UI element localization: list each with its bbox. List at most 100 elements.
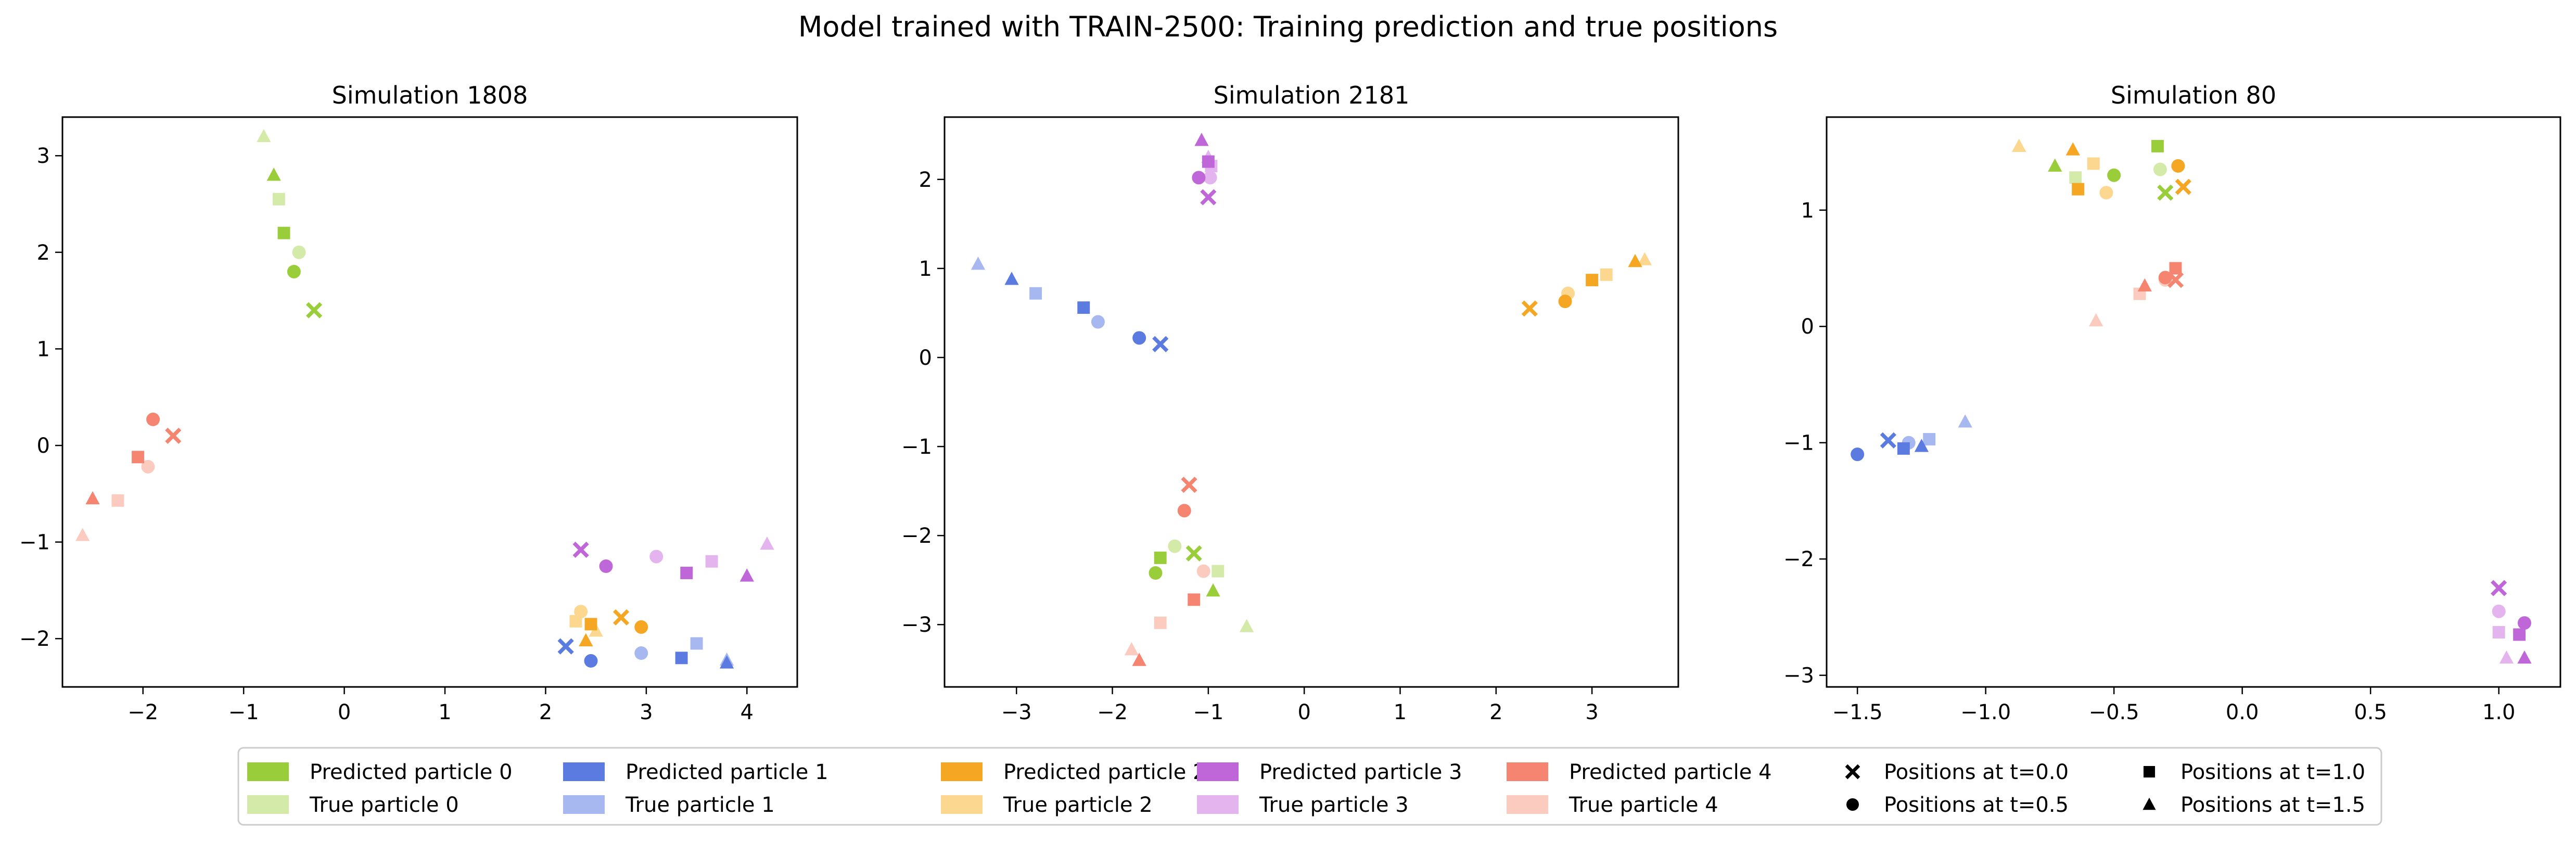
predicted-particle-4-point xyxy=(1177,504,1191,518)
true-particle-0-point xyxy=(1212,565,1225,578)
legend-label-true-3: True particle 3 xyxy=(1259,793,1409,817)
predicted-particle-2-point xyxy=(2171,159,2185,173)
predicted-particle-4-point xyxy=(2137,278,2152,292)
x-tick-label: −0.5 xyxy=(2089,700,2139,724)
predicted-particle-3-point xyxy=(739,568,754,582)
x-tick-label: 4 xyxy=(741,700,754,724)
y-tick-label: 0 xyxy=(1801,315,1814,339)
legend-circle-icon xyxy=(1846,798,1859,811)
predicted-particle-4-point xyxy=(2158,271,2172,285)
legend-label-true-0: True particle 0 xyxy=(309,793,459,817)
subplot-title: Simulation 80 xyxy=(2111,81,2276,109)
predicted-particle-0-point xyxy=(2151,139,2164,152)
y-tick-label: −2 xyxy=(901,524,932,548)
true-particle-1-point xyxy=(690,637,703,650)
x-tick-label: −1.5 xyxy=(1832,700,1883,724)
predicted-particle-4-point xyxy=(2169,262,2182,275)
x-tick-label: 2 xyxy=(539,700,552,724)
y-tick-label: 1 xyxy=(37,337,50,361)
true-particle-4-point xyxy=(2089,313,2103,327)
x-tick-label: 3 xyxy=(1585,700,1598,724)
legend-label-predicted-0: Predicted particle 0 xyxy=(310,760,513,784)
y-tick-label: −2 xyxy=(19,627,50,651)
true-particle-0-point xyxy=(2069,171,2082,184)
legend-swatch-true-0 xyxy=(247,795,289,814)
axes-frame xyxy=(61,116,798,688)
predicted-particle-1-point xyxy=(675,652,688,665)
x-tick-label: 0.0 xyxy=(2226,700,2259,724)
true-particle-2-point xyxy=(1600,268,1613,281)
true-particle-4-point xyxy=(141,460,155,474)
predicted-particle-2-point xyxy=(1558,295,1572,309)
predicted-particle-2-point xyxy=(579,633,593,646)
true-particle-1-point xyxy=(1923,433,1936,445)
true-particle-4-point xyxy=(1124,642,1139,656)
y-tick-label: −2 xyxy=(1783,547,1814,571)
x-tick-label: 3 xyxy=(640,700,653,724)
predicted-particle-4-point xyxy=(146,412,160,426)
legend-swatch-predicted-1 xyxy=(563,762,605,781)
predicted-particle-0-point xyxy=(287,264,301,278)
true-particle-3-point xyxy=(1203,171,1217,185)
legend-label-predicted-3: Predicted particle 3 xyxy=(1259,760,1462,784)
legend-label-predicted-2: Predicted particle 2 xyxy=(1003,760,1206,784)
true-particle-4-point xyxy=(111,494,124,507)
predicted-particle-1-point xyxy=(1851,448,1865,462)
legend-label-time-1: Positions at t=0.5 xyxy=(1884,793,2069,817)
true-particle-0-point xyxy=(257,129,271,143)
predicted-particle-3-point xyxy=(2517,616,2531,630)
legend-label-time-2: Positions at t=1.0 xyxy=(2180,760,2365,784)
predicted-particle-1-point xyxy=(557,638,574,655)
y-tick-label: 0 xyxy=(37,434,50,458)
predicted-particle-1-point xyxy=(1132,331,1146,345)
predicted-particle-4-point xyxy=(132,451,145,464)
predicted-particle-3-point xyxy=(2513,628,2526,641)
x-tick-label: −1.0 xyxy=(1960,700,2011,724)
true-particle-1-point xyxy=(634,646,648,660)
true-particle-2-point xyxy=(2012,138,2026,152)
true-particle-3-point xyxy=(760,537,774,550)
x-tick-label: 0 xyxy=(338,700,351,724)
axes-frame xyxy=(943,116,1679,688)
predicted-particle-2-point xyxy=(634,620,648,634)
x-tick-label: 1 xyxy=(438,700,451,724)
predicted-particle-2-point xyxy=(2072,183,2085,196)
y-tick-label: −1 xyxy=(901,435,932,459)
legend-swatch-true-2 xyxy=(941,795,983,814)
true-particle-0-point xyxy=(292,245,306,259)
legend-label-predicted-4: Predicted particle 4 xyxy=(1569,760,1772,784)
true-particle-1-point xyxy=(971,257,986,270)
legend-label-true-1: True particle 1 xyxy=(625,793,775,817)
y-tick-label: 3 xyxy=(37,144,50,168)
predicted-particle-4-point xyxy=(85,491,100,505)
x-tick-label: −1 xyxy=(1193,700,1223,724)
predicted-particle-0-point xyxy=(266,168,281,181)
y-tick-label: 1 xyxy=(919,257,932,281)
legend-label-predicted-1: Predicted particle 1 xyxy=(626,760,828,784)
predicted-particle-1-point xyxy=(719,655,734,669)
x-tick-label: 0.5 xyxy=(2354,700,2387,724)
predicted-particle-1-point xyxy=(1077,301,1090,314)
legend-swatch-predicted-3 xyxy=(1197,762,1239,781)
x-tick-label: −2 xyxy=(1097,700,1128,724)
predicted-particle-0-point xyxy=(277,226,290,239)
x-tick-label: −2 xyxy=(127,700,158,724)
legend-x-icon xyxy=(1845,764,1860,780)
predicted-particle-2-point xyxy=(613,609,630,626)
subplot-title: Simulation 2181 xyxy=(1214,81,1410,109)
true-particle-3-point xyxy=(2492,604,2506,618)
predicted-particle-2-point xyxy=(2175,178,2191,195)
x-tick-label: 0 xyxy=(1297,700,1310,724)
true-particle-3-point xyxy=(705,555,718,568)
legend-swatch-predicted-2 xyxy=(941,762,983,781)
subplot-title: Simulation 1808 xyxy=(332,81,528,109)
true-particle-2-point xyxy=(2099,186,2113,200)
legend-swatch-predicted-0 xyxy=(247,762,289,781)
predicted-particle-3-point xyxy=(680,567,693,579)
predicted-particle-0-point xyxy=(1154,551,1167,564)
y-tick-label: 2 xyxy=(919,168,932,192)
true-particle-0-point xyxy=(1239,619,1254,632)
predicted-particle-0-point xyxy=(1206,583,1220,597)
